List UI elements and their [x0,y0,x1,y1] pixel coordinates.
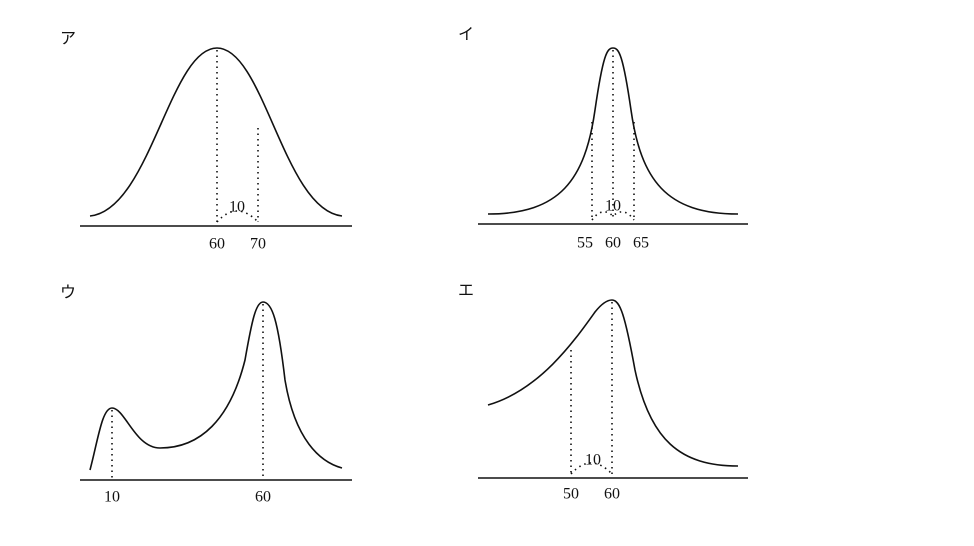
tick-label: 70 [250,236,266,253]
gap-label: 10 [605,198,621,215]
panel-label: エ [458,283,474,300]
tick-label: 65 [633,235,649,252]
tick-label: 50 [563,486,579,503]
tick-label: 60 [605,235,621,252]
gap-label: 10 [585,452,601,469]
tick-label: 60 [604,486,620,503]
panel-e: エ 10 50 60 [458,283,748,503]
curve [89,47,343,217]
panel-a: ア 10 60 70 [60,31,352,253]
curve [487,47,739,215]
tick-label: 10 [104,489,120,506]
gap-label: 10 [229,199,245,216]
curve [89,301,343,471]
panel-i: イ 10 55 60 65 [458,27,748,252]
panel-label: イ [458,27,474,44]
tick-label: 60 [209,236,225,253]
panel-u: ウ 10 60 [60,284,352,506]
tick-label: 60 [255,489,271,506]
tick-label: 55 [577,235,593,252]
curve [487,299,739,467]
panel-label: ウ [60,284,76,302]
panel-label: ア [60,31,76,48]
